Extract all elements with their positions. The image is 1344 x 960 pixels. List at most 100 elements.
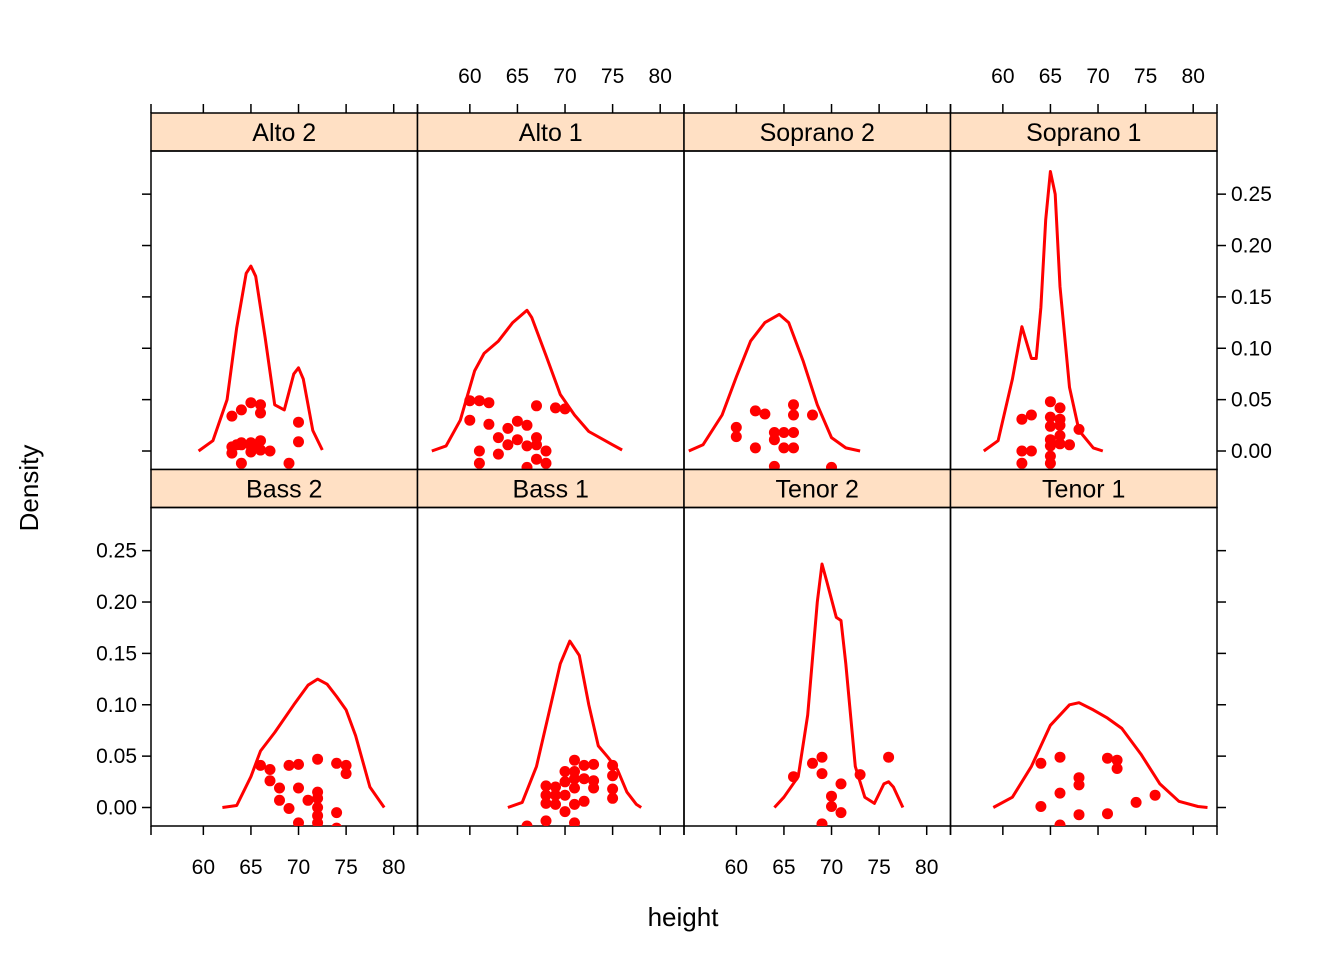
data-point-soprano-1 bbox=[1054, 438, 1066, 450]
panel-alto-2: Alto 2 bbox=[150, 112, 419, 471]
x-tick-label: 60 bbox=[458, 65, 481, 88]
density-line-bass-2 bbox=[222, 677, 386, 809]
data-point-bass-2 bbox=[331, 757, 343, 769]
data-point-tenor-1 bbox=[1111, 754, 1123, 766]
x-tick-label: 65 bbox=[506, 65, 529, 88]
data-point-alto-1 bbox=[521, 440, 533, 452]
density-line-tenor-1 bbox=[992, 701, 1208, 809]
data-point-soprano-1 bbox=[1054, 402, 1066, 414]
data-point-tenor-1 bbox=[1111, 763, 1123, 774]
data-point-tenor-1 bbox=[1035, 757, 1047, 769]
data-point-alto-2 bbox=[293, 436, 304, 448]
data-point-bass-2 bbox=[255, 759, 266, 771]
data-point-tenor-2 bbox=[816, 818, 828, 826]
data-point-tenor-2 bbox=[883, 751, 895, 763]
data-point-bass-1 bbox=[559, 789, 571, 801]
data-point-alto-1 bbox=[483, 418, 495, 430]
x-tick-label: 70 bbox=[287, 856, 310, 879]
panel-content-soprano-2 bbox=[688, 312, 861, 470]
panel-frame-tenor-1 bbox=[949, 506, 1218, 827]
data-point-alto-1 bbox=[483, 397, 495, 409]
panel-content-bass-2 bbox=[222, 677, 386, 826]
panel-frame-tenor-2 bbox=[683, 506, 952, 827]
y-tick-label: 0.00 bbox=[96, 797, 137, 820]
data-point-soprano-1 bbox=[1016, 413, 1028, 425]
data-point-alto-2 bbox=[226, 410, 238, 422]
data-point-bass-2 bbox=[312, 792, 324, 804]
data-point-bass-2 bbox=[283, 803, 295, 814]
data-point-bass-1 bbox=[569, 754, 580, 766]
data-point-bass-1 bbox=[559, 806, 571, 818]
data-point-soprano-1 bbox=[1016, 445, 1028, 457]
strip-bass-1 bbox=[416, 468, 685, 509]
y-tick-label: 0.10 bbox=[1231, 337, 1272, 360]
y-axis-title: Density bbox=[14, 445, 44, 532]
x-tick-label: 60 bbox=[725, 856, 748, 879]
y-tick-label: 0.05 bbox=[96, 745, 137, 768]
data-point-bass-2 bbox=[264, 764, 276, 775]
y-tick-label: 0.15 bbox=[1231, 286, 1272, 309]
data-point-alto-1 bbox=[550, 402, 561, 414]
x-tick-label: 60 bbox=[192, 856, 215, 879]
data-point-tenor-2 bbox=[788, 771, 799, 783]
data-point-bass-1 bbox=[578, 795, 590, 807]
data-point-bass-1 bbox=[588, 782, 600, 794]
data-point-tenor-2 bbox=[826, 801, 837, 812]
data-point-alto-1 bbox=[540, 445, 552, 457]
density-line-bass-1 bbox=[507, 639, 643, 809]
data-point-alto-1 bbox=[492, 448, 504, 460]
data-point-alto-2 bbox=[283, 457, 295, 469]
data-point-alto-2 bbox=[293, 416, 304, 428]
data-point-alto-1 bbox=[511, 415, 523, 427]
x-tick-label: 75 bbox=[601, 65, 624, 88]
data-point-bass-1 bbox=[559, 766, 571, 777]
strip-label-bass-2: Bass 2 bbox=[246, 476, 322, 504]
data-point-bass-1 bbox=[550, 781, 561, 793]
data-point-tenor-2 bbox=[854, 769, 866, 781]
data-point-soprano-1 bbox=[1044, 440, 1056, 452]
panel-soprano-2: Soprano 2 bbox=[683, 112, 952, 471]
data-point-tenor-1 bbox=[1054, 819, 1066, 826]
data-point-alto-2 bbox=[235, 404, 247, 416]
strip-alto-2 bbox=[150, 112, 419, 152]
data-point-alto-2 bbox=[235, 439, 247, 451]
data-point-bass-1 bbox=[550, 798, 561, 810]
panels-layer: Alto 2 Alto 1 Soprano 2 Soprano 1 Bass 2 Bass… bbox=[150, 112, 1218, 827]
x-tick-label: 65 bbox=[239, 856, 262, 879]
data-point-bass-2 bbox=[264, 775, 276, 787]
data-point-tenor-1 bbox=[1102, 752, 1113, 764]
data-point-bass-1 bbox=[559, 776, 571, 788]
data-point-bass-1 bbox=[569, 817, 580, 826]
density-line-soprano-2 bbox=[688, 312, 861, 453]
density-line-soprano-1 bbox=[982, 170, 1104, 453]
x-tick-label: 70 bbox=[820, 856, 843, 879]
x-tick-label: 75 bbox=[1134, 65, 1157, 88]
data-point-soprano-2 bbox=[730, 421, 742, 433]
panel-frame-soprano-1 bbox=[949, 150, 1218, 471]
data-point-soprano-2 bbox=[749, 442, 761, 454]
data-point-alto-1 bbox=[502, 439, 514, 451]
data-point-alto-1 bbox=[521, 461, 533, 470]
data-point-bass-2 bbox=[274, 782, 285, 794]
panel-alto-1: Alto 1 bbox=[416, 112, 685, 471]
data-point-soprano-2 bbox=[788, 409, 799, 421]
panel-content-tenor-1 bbox=[992, 701, 1208, 826]
data-point-bass-1 bbox=[578, 773, 590, 785]
data-point-soprano-1 bbox=[1025, 409, 1037, 421]
data-point-bass-2 bbox=[312, 802, 324, 813]
data-point-bass-2 bbox=[283, 759, 295, 771]
strip-label-alto-1: Alto 1 bbox=[519, 119, 583, 147]
strip-label-bass-1: Bass 1 bbox=[513, 476, 589, 504]
data-point-bass-2 bbox=[331, 807, 343, 819]
data-point-alto-1 bbox=[531, 400, 542, 412]
y-tick-label: 0.05 bbox=[1231, 389, 1272, 412]
panel-tenor-1: Tenor 1 bbox=[949, 468, 1218, 827]
data-point-tenor-1 bbox=[1035, 801, 1047, 812]
data-point-tenor-2 bbox=[835, 778, 847, 790]
data-point-tenor-2 bbox=[816, 751, 828, 763]
x-tick-label: 80 bbox=[915, 856, 938, 879]
strip-label-soprano-2: Soprano 2 bbox=[760, 119, 875, 147]
data-point-tenor-1 bbox=[1130, 796, 1142, 808]
panel-frame-bass-2 bbox=[150, 506, 419, 827]
